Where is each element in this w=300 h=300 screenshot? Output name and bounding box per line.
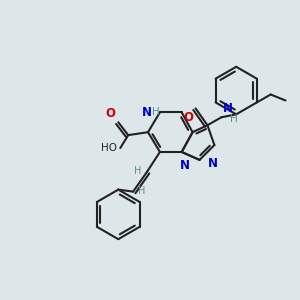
Text: HO: HO (101, 143, 117, 153)
Text: N: N (223, 102, 233, 115)
Text: N: N (180, 159, 190, 172)
Text: N: N (142, 106, 152, 119)
Text: O: O (105, 107, 115, 120)
Text: H: H (230, 114, 238, 124)
Text: H: H (138, 186, 146, 196)
Text: H: H (134, 166, 142, 176)
Text: O: O (184, 111, 194, 124)
Text: N: N (208, 158, 218, 170)
Text: H: H (152, 107, 160, 117)
